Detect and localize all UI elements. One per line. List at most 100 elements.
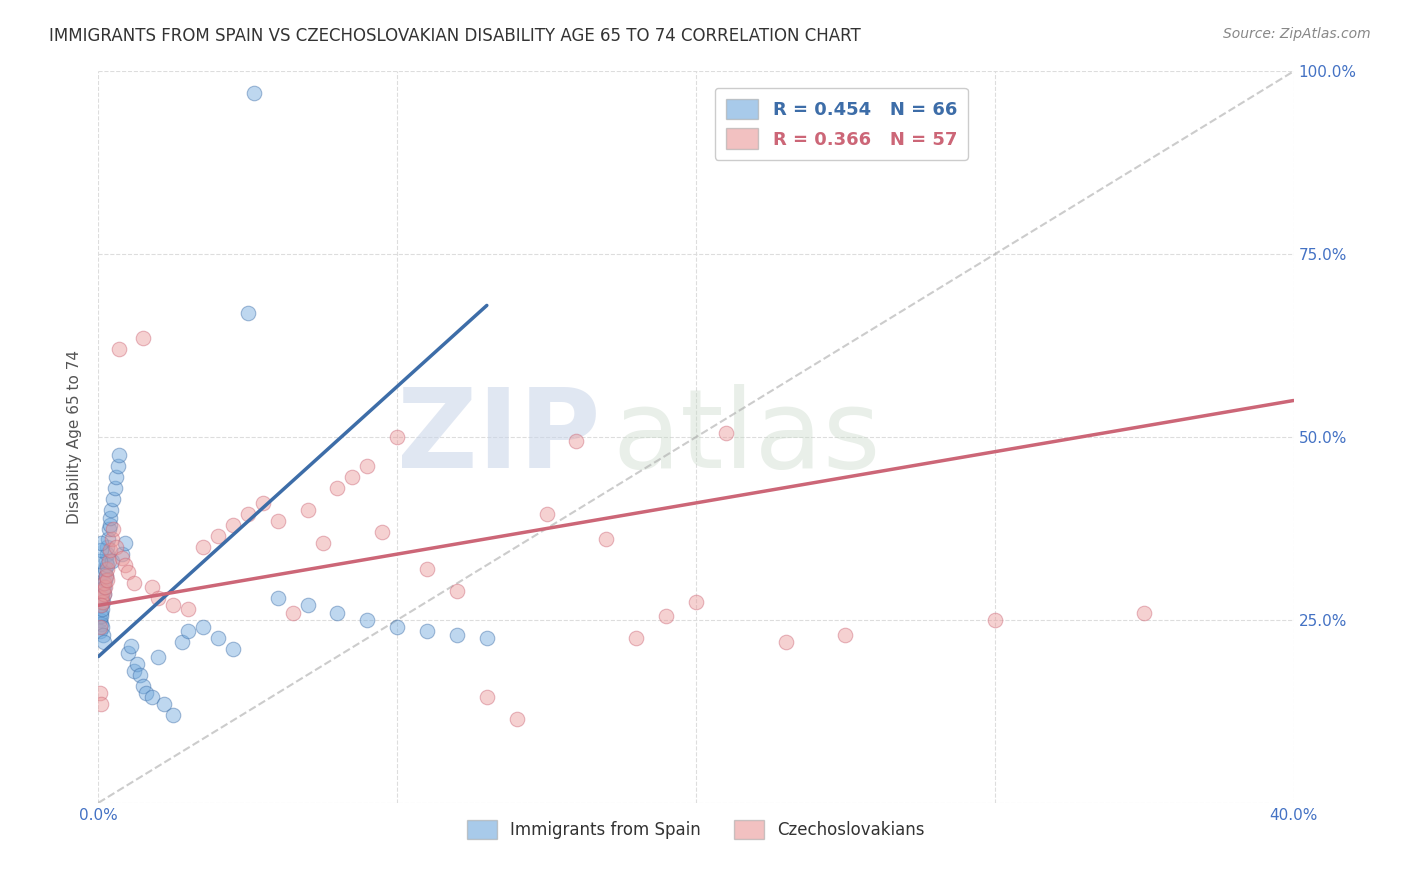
Point <box>162 708 184 723</box>
Point <box>177 624 200 638</box>
Point <box>98 517 121 532</box>
Point <box>655 609 678 624</box>
Point <box>93 635 115 649</box>
Point <box>132 679 155 693</box>
Point <box>91 591 114 605</box>
Point <box>97 533 120 547</box>
Point <box>105 540 128 554</box>
Point <box>93 576 115 591</box>
Text: Source: ZipAtlas.com: Source: ZipAtlas.com <box>1223 27 1371 41</box>
Point <box>385 430 409 444</box>
Point <box>595 533 617 547</box>
Point <box>108 448 131 462</box>
Point <box>91 583 114 598</box>
Point <box>105 470 128 484</box>
Point <box>506 712 529 726</box>
Point <box>93 587 115 601</box>
Text: atlas: atlas <box>613 384 880 491</box>
Point <box>297 503 319 517</box>
Point <box>626 632 648 646</box>
Point <box>385 620 409 634</box>
Point <box>97 554 120 568</box>
Point <box>89 624 111 638</box>
Point <box>135 686 157 700</box>
Point <box>191 620 214 634</box>
Point <box>127 657 149 671</box>
Point <box>252 496 274 510</box>
Point <box>108 343 131 357</box>
Point <box>94 554 117 568</box>
Point <box>775 635 797 649</box>
Point <box>90 599 112 613</box>
Point <box>101 554 124 568</box>
Point <box>90 606 112 620</box>
Point <box>1133 606 1156 620</box>
Point <box>172 635 194 649</box>
Point <box>94 569 117 583</box>
Point <box>93 576 115 591</box>
Point <box>91 602 114 616</box>
Point <box>162 599 184 613</box>
Point <box>93 580 115 594</box>
Point <box>89 613 111 627</box>
Point <box>177 602 200 616</box>
Point <box>148 591 170 605</box>
Point <box>94 569 117 583</box>
Point <box>236 306 259 320</box>
Point <box>243 87 266 101</box>
Text: IMMIGRANTS FROM SPAIN VS CZECHOSLOVAKIAN DISABILITY AGE 65 TO 74 CORRELATION CHA: IMMIGRANTS FROM SPAIN VS CZECHOSLOVAKIAN… <box>49 27 860 45</box>
Legend: Immigrants from Spain, Czechoslovakians: Immigrants from Spain, Czechoslovakians <box>460 814 932 846</box>
Point <box>111 547 134 561</box>
Point <box>89 543 111 558</box>
Point <box>101 533 124 547</box>
Point <box>91 594 114 608</box>
Point <box>124 576 146 591</box>
Point <box>207 529 229 543</box>
Point <box>117 646 139 660</box>
Point <box>93 566 115 580</box>
Point <box>714 426 737 441</box>
Point <box>141 580 163 594</box>
Point <box>342 470 364 484</box>
Point <box>148 649 170 664</box>
Point <box>89 554 111 568</box>
Point <box>281 606 304 620</box>
Point <box>96 547 118 561</box>
Point <box>90 616 112 631</box>
Point <box>98 510 122 524</box>
Point <box>222 517 245 532</box>
Point <box>371 525 394 540</box>
Point <box>96 562 118 576</box>
Point <box>446 583 468 598</box>
Point <box>117 566 139 580</box>
Point <box>132 331 155 345</box>
Point <box>100 503 122 517</box>
Point <box>536 507 558 521</box>
Point <box>94 573 117 587</box>
Point <box>311 536 333 550</box>
Point <box>191 540 214 554</box>
Point <box>475 690 498 704</box>
Point <box>96 573 118 587</box>
Point <box>104 481 127 495</box>
Point <box>98 543 122 558</box>
Point <box>111 550 134 565</box>
Point <box>91 583 114 598</box>
Point <box>356 613 378 627</box>
Point <box>89 697 111 711</box>
Point <box>93 587 115 601</box>
Point <box>89 686 111 700</box>
Point <box>834 627 856 641</box>
Point <box>124 664 146 678</box>
Y-axis label: Disability Age 65 to 74: Disability Age 65 to 74 <box>67 350 83 524</box>
Point <box>129 667 152 681</box>
Point <box>94 562 117 576</box>
Point <box>222 642 245 657</box>
Text: ZIP: ZIP <box>396 384 600 491</box>
Point <box>90 609 112 624</box>
Point <box>356 459 378 474</box>
Point <box>236 507 259 521</box>
Point <box>91 594 114 608</box>
Point <box>96 540 118 554</box>
Point <box>267 514 290 528</box>
